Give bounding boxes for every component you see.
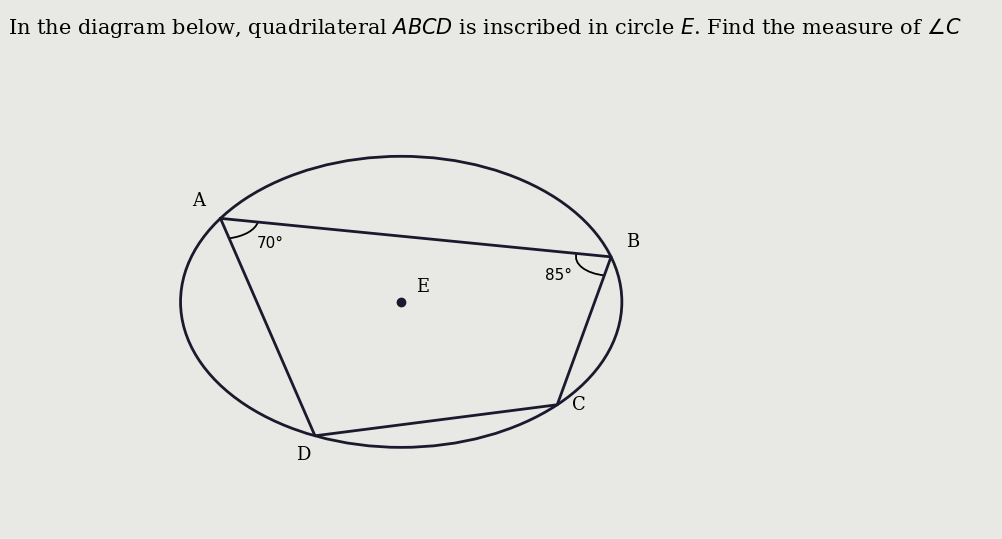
Text: In the diagram below, quadrilateral $ABCD$ is inscribed in circle $E$. Find the : In the diagram below, quadrilateral $ABC… xyxy=(8,16,961,40)
Text: B: B xyxy=(625,233,638,252)
Text: E: E xyxy=(416,279,429,296)
Text: 85°: 85° xyxy=(545,268,572,284)
Text: C: C xyxy=(572,396,585,414)
Text: D: D xyxy=(296,446,310,464)
Text: 70°: 70° xyxy=(257,236,283,251)
Text: A: A xyxy=(192,192,205,210)
